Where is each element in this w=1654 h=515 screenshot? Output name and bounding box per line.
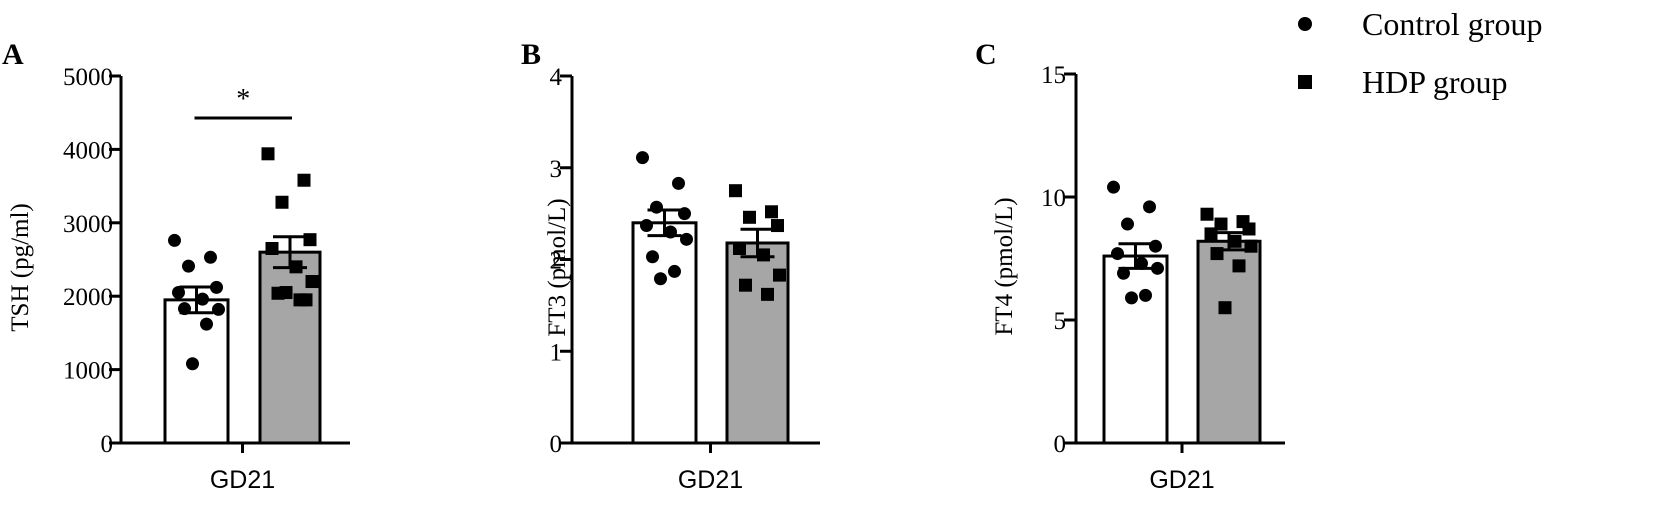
data-point-hdp bbox=[761, 287, 774, 301]
data-point-control bbox=[210, 280, 223, 294]
panel-letter: C bbox=[975, 38, 997, 71]
data-point-hdp bbox=[265, 241, 279, 255]
data-point-control bbox=[636, 151, 649, 165]
data-point-control bbox=[1149, 239, 1162, 253]
x-tick-label: GD21 bbox=[210, 466, 275, 494]
data-point-hdp bbox=[1200, 207, 1214, 221]
legend-marker-hdp bbox=[1298, 75, 1312, 89]
y-tick-label: 0 bbox=[550, 431, 563, 458]
data-point-control bbox=[182, 259, 195, 273]
y-tick-label: 5000 bbox=[63, 64, 113, 91]
data-point-hdp bbox=[733, 241, 746, 255]
x-tick-label: GD21 bbox=[678, 466, 743, 494]
data-point-control bbox=[678, 207, 691, 221]
data-point-hdp bbox=[299, 293, 313, 307]
data-point-hdp bbox=[1232, 259, 1246, 273]
data-point-control bbox=[1117, 266, 1130, 280]
data-point-control bbox=[672, 176, 685, 190]
legend-label: Control group bbox=[1362, 6, 1542, 42]
y-tick-label: 1 bbox=[550, 339, 563, 366]
y-tick-label: 0 bbox=[1054, 431, 1067, 458]
y-tick-label: 0 bbox=[101, 431, 114, 458]
data-point-control bbox=[1151, 261, 1164, 275]
bar-hdp bbox=[1196, 239, 1262, 445]
data-point-control bbox=[204, 250, 217, 264]
data-point-hdp bbox=[729, 184, 742, 198]
bar-control bbox=[163, 298, 230, 445]
panel-letter: A bbox=[2, 38, 24, 71]
data-point-control bbox=[680, 232, 693, 246]
data-point-hdp bbox=[275, 195, 289, 209]
data-point-hdp bbox=[1210, 247, 1224, 261]
y-tick-label: 3000 bbox=[63, 211, 113, 238]
data-point-control bbox=[668, 264, 681, 278]
data-point-hdp bbox=[289, 260, 303, 274]
y-axis-title: FT4 (pmol/L) bbox=[991, 197, 1018, 335]
data-point-control bbox=[1121, 217, 1134, 231]
data-point-hdp bbox=[297, 173, 311, 187]
data-point-control bbox=[178, 302, 191, 316]
data-point-hdp bbox=[757, 248, 770, 262]
y-tick-label: 4 bbox=[550, 64, 563, 91]
panel-c: C 0 5 10 15 FT4 (pmol/L) GD21 bbox=[975, 38, 1285, 494]
y-tick-label: 5 bbox=[1054, 308, 1067, 335]
data-point-hdp bbox=[773, 268, 786, 282]
significance-marker: * bbox=[236, 84, 250, 115]
data-point-control bbox=[172, 286, 185, 300]
y-tick-label: 15 bbox=[1041, 62, 1066, 89]
data-point-hdp bbox=[305, 275, 319, 289]
y-tick-label: 1000 bbox=[63, 358, 113, 385]
legend: Control group HDP group bbox=[1298, 6, 1542, 100]
data-point-control bbox=[650, 200, 663, 214]
data-point-hdp bbox=[739, 278, 752, 292]
data-point-control bbox=[1107, 180, 1120, 194]
data-point-control bbox=[212, 302, 225, 316]
data-point-hdp bbox=[261, 147, 275, 161]
panel-b: B 0 1 2 3 4 FT3 (pmol/L) GD21 bbox=[521, 38, 820, 494]
data-point-hdp bbox=[743, 210, 756, 224]
panel-letter: B bbox=[521, 38, 541, 71]
data-point-control bbox=[646, 250, 659, 264]
y-axis-title: FT3 (pmol/L) bbox=[544, 198, 571, 336]
bar-control bbox=[1102, 254, 1169, 445]
data-point-control bbox=[200, 317, 213, 331]
data-point-hdp bbox=[771, 219, 784, 233]
y-tick-label: 10 bbox=[1041, 185, 1066, 212]
data-point-control bbox=[186, 357, 199, 371]
data-point-control bbox=[1111, 247, 1124, 261]
bar-control bbox=[631, 221, 698, 445]
data-point-hdp bbox=[765, 205, 778, 219]
data-point-control bbox=[640, 219, 653, 233]
y-tick-label: 2000 bbox=[63, 284, 113, 311]
data-point-control bbox=[1139, 288, 1152, 302]
y-tick-label: 3 bbox=[550, 156, 563, 183]
data-point-control bbox=[664, 225, 677, 239]
data-point-hdp bbox=[1218, 301, 1232, 315]
data-point-control bbox=[1143, 200, 1156, 214]
data-point-control bbox=[654, 272, 667, 286]
y-tick-label: 2 bbox=[550, 248, 563, 275]
x-tick-label: GD21 bbox=[1149, 466, 1214, 494]
data-point-hdp bbox=[1204, 227, 1218, 241]
y-axis-title: TSH (pg/ml) bbox=[7, 203, 34, 331]
data-point-hdp bbox=[1228, 234, 1242, 248]
data-point-control bbox=[1125, 291, 1138, 305]
y-tick-label: 4000 bbox=[63, 137, 113, 164]
data-point-control bbox=[168, 233, 181, 247]
legend-label: HDP group bbox=[1362, 64, 1507, 100]
panel-a: A 0 1000 2000 3000 4000 5000 TSH (pg/ml) GD21 * bbox=[2, 38, 350, 494]
data-point-hdp bbox=[1242, 222, 1256, 236]
data-point-control bbox=[1135, 256, 1148, 270]
data-point-hdp bbox=[303, 233, 317, 247]
data-point-hdp bbox=[1244, 239, 1258, 253]
data-point-hdp bbox=[1214, 217, 1228, 231]
data-point-control bbox=[196, 292, 209, 306]
data-point-hdp bbox=[279, 286, 293, 300]
legend-marker-control bbox=[1298, 17, 1312, 31]
